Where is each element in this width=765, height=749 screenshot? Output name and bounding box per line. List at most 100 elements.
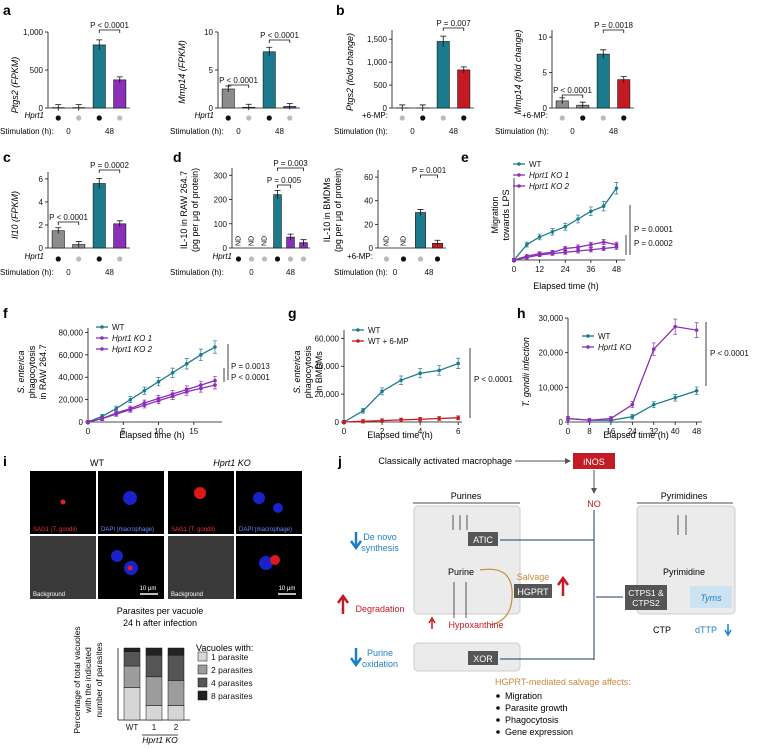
j-down-arrow-oxidation-icon	[349, 648, 363, 668]
b2-indicator	[559, 115, 565, 121]
ko-sag1-image	[168, 471, 234, 534]
e-x-tick-label: 0	[512, 265, 517, 274]
d1-y-tick-label: 100	[214, 220, 228, 229]
wt-scale-label: 10 μm	[140, 586, 157, 592]
g-x-tick-label: 6	[456, 427, 461, 436]
d2-ylabel: IL-10 in BMDMs	[322, 177, 332, 242]
b-stim-label: Stimulation (h):	[334, 127, 388, 136]
a1-error-bar	[116, 76, 123, 83]
g-point	[418, 371, 422, 376]
e-point	[563, 250, 568, 255]
i-stack-segment	[167, 654, 185, 681]
b1-error-bar	[440, 35, 447, 47]
panel-label-b: b	[336, 2, 345, 18]
c-p2-bracket	[98, 169, 121, 173]
i-ylabel3: number of parasites	[94, 642, 104, 717]
c-time-label: 48	[105, 268, 114, 277]
j-ctps1: CTPS1 &	[628, 588, 664, 598]
e-ylabel: Migration	[490, 196, 500, 233]
b2-error-bar	[579, 101, 586, 109]
e-pvalue: P = 0.0002	[634, 239, 673, 248]
f-pvalue: P < 0.0001	[231, 373, 270, 382]
f-point	[86, 420, 90, 424]
c-error-bar	[96, 177, 103, 189]
e-xlabel: Elapsed time (h)	[533, 281, 599, 291]
a-stim-label: Stimulation (h):	[0, 127, 54, 136]
c-error-bar	[75, 241, 82, 248]
h-y-tick-label: 30,000	[539, 314, 564, 323]
wt-merge-parasite	[127, 565, 133, 571]
panel-label-h: h	[517, 305, 526, 321]
panel-label-g: g	[288, 305, 297, 321]
e-legend-marker	[517, 173, 521, 177]
panel-label-f: f	[3, 305, 8, 321]
f-legend-marker	[100, 325, 104, 329]
a2-indicator	[287, 115, 293, 121]
h-point	[694, 328, 699, 332]
e-point	[550, 250, 555, 255]
j-denovo1: De novo	[363, 532, 397, 542]
a1-y-tick-label: 500	[30, 66, 44, 75]
i-legend-label: 2 parasites	[211, 665, 253, 675]
d-stim-label: Stimulation (h):	[170, 268, 224, 277]
g-xlabel: Elapsed time (h)	[367, 430, 433, 440]
i-legend-label: 8 parasites	[211, 691, 253, 701]
a1-indicator	[117, 115, 123, 121]
j-hgprt: HGPRT	[517, 587, 549, 597]
d1-time-label: 0	[249, 268, 254, 277]
b-row-label: +6-MP:	[362, 111, 388, 120]
e-ylabel2: towards LPS	[501, 189, 511, 240]
a2-p1-bracket	[227, 84, 250, 88]
d1-bar	[273, 194, 282, 249]
d2-bar	[415, 212, 426, 249]
e-point	[537, 235, 542, 239]
e-point	[576, 245, 580, 249]
c-indicator	[117, 256, 123, 262]
d1-indicator	[287, 256, 294, 262]
h-legend-marker	[586, 334, 590, 338]
a2-p1-pvalue: P < 0.0001	[219, 76, 258, 85]
b2-bar	[617, 79, 631, 109]
b1-error-bar	[399, 104, 406, 111]
e-point	[614, 242, 619, 247]
f-legend-marker	[100, 347, 104, 351]
a1-indicator	[76, 115, 82, 121]
e-point	[512, 258, 516, 262]
g-point	[437, 368, 441, 373]
j-affects-item: Gene expression	[505, 727, 573, 737]
f-point	[213, 345, 217, 349]
i-stack-segment	[123, 687, 141, 721]
j-inos-box	[573, 453, 615, 469]
ko-background-image	[168, 536, 234, 599]
ko-dapi-label: DAPI (macrophage)	[239, 527, 292, 533]
c-p1-bracket	[57, 221, 80, 225]
j-affects-item: Parasite growth	[505, 703, 568, 713]
j-bullet	[496, 730, 500, 734]
a1-bar	[92, 44, 106, 109]
b1-indicator	[420, 115, 426, 121]
j-hypoxanthine: Hypoxanthine	[448, 620, 503, 630]
panel-label-i: i	[3, 453, 7, 469]
j-xor-box	[413, 642, 521, 672]
b1-y-tick-label: 1,500	[367, 35, 388, 44]
f-pvalue: P = 0.0013	[231, 362, 270, 371]
b2-p2-bracket	[602, 29, 625, 33]
f-y-tick-label: 0	[79, 418, 84, 427]
h-point	[673, 395, 677, 400]
e-x-tick-label: 24	[561, 265, 570, 274]
b2-y-tick-label: 0	[543, 104, 548, 113]
wt-sag1-label: SAG1 (T. gondii)	[33, 527, 77, 533]
e-point	[525, 242, 529, 247]
wt-bg-label: Background	[33, 592, 65, 598]
g-y-tick-label: 0	[335, 418, 340, 427]
b1-y-tick-label: 500	[374, 81, 388, 90]
e-x-tick-label: 36	[586, 265, 595, 274]
c-y-tick-label: 0	[39, 244, 44, 253]
h-x-tick-label: 32	[649, 427, 658, 436]
i-ko-title: Hprt1 KO	[213, 458, 251, 468]
a1-error-bar	[96, 39, 103, 50]
f-point	[142, 388, 147, 393]
e-point	[601, 246, 606, 251]
ko-merge-nucleus	[259, 556, 273, 570]
a-row-label: Hprt1	[24, 111, 44, 120]
